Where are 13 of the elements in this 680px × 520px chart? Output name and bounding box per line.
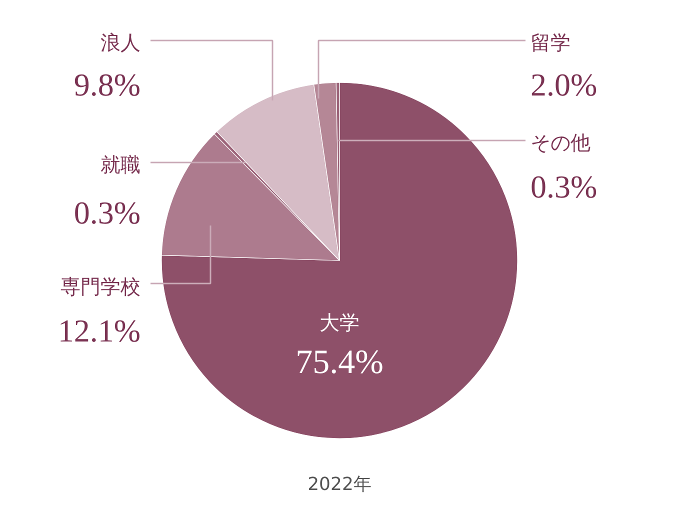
text: 2022年 xyxy=(308,474,372,495)
slice-label: 専門学校 xyxy=(60,274,140,298)
data-label: 12.1% xyxy=(58,312,140,348)
data-label: 9.8% xyxy=(74,66,140,102)
data-label: 0.3% xyxy=(530,168,598,204)
data-label: 0.3% xyxy=(74,194,140,230)
slice-label: その他 xyxy=(530,130,590,154)
slice-label: 就職 xyxy=(100,152,140,176)
data-label: 75.4% xyxy=(296,344,384,381)
slice-label: 浪人 xyxy=(100,30,140,54)
data-label: 2.0% xyxy=(530,66,598,102)
slice-label: 大学 xyxy=(320,310,360,334)
slice-label: 留学 xyxy=(530,30,570,54)
